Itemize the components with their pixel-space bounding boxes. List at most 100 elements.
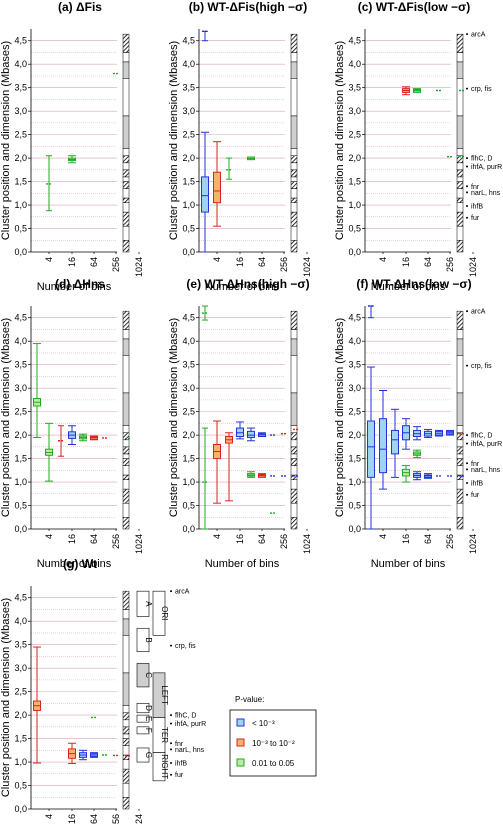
gene-marker [466, 165, 468, 168]
gene-label: narL, hns [471, 467, 501, 474]
strip-segment [122, 517, 130, 530]
y-tick-label: 0,5 [348, 501, 361, 511]
gene-label: fnr [471, 184, 480, 191]
box-mark [202, 427, 208, 530]
strip-segment [122, 609, 130, 620]
box-mark [213, 420, 221, 504]
panel-5: 0,0 0,5 1,0 1,5 2,0 2,5 3,0 3,5 4,0 4,5 4 16 64 256 10… [168, 277, 312, 570]
x-tick-label: 256 [111, 814, 121, 824]
y-tick-label: 2,0 [182, 153, 195, 163]
box-mark [202, 30, 208, 42]
box-mark [68, 425, 76, 445]
box-mark [424, 473, 432, 479]
gene-label: ihfB [175, 760, 187, 767]
strip-segment [122, 211, 130, 227]
box-mark [424, 428, 432, 438]
y-tick-label: 0,0 [182, 247, 195, 257]
box-mark [413, 449, 421, 459]
y-tick-label: 1,0 [14, 757, 27, 767]
x-tick-label: 64 [89, 814, 99, 824]
iqr-box [379, 418, 387, 474]
y-tick-label: 1,5 [182, 454, 195, 464]
gene-marker [466, 157, 468, 160]
gene-label: fnr [175, 741, 184, 748]
strip-segment [122, 479, 130, 490]
strip-segment [456, 425, 464, 434]
y-tick-label: 0,5 [182, 224, 195, 234]
y-tick-label: 2,0 [348, 430, 361, 440]
strip-segment [290, 392, 298, 426]
strip-segment [122, 176, 130, 182]
strip-segment [122, 705, 130, 714]
box-mark [236, 421, 244, 440]
x-tick-label: 1024 [302, 257, 312, 277]
x-tick-label: 1024 [302, 534, 312, 554]
strip-segment [456, 202, 464, 213]
strip-segment [122, 392, 130, 426]
box-mark [68, 155, 76, 164]
y-axis-label: Cluster position and dimension (Mbases) [0, 41, 12, 240]
x-tick-label: 64 [89, 257, 99, 267]
x-tick-label: 16 [235, 534, 245, 544]
region-box [136, 627, 150, 653]
y-tick-label: 1,5 [14, 454, 27, 464]
y-tick-label: 1,0 [14, 200, 27, 210]
y-tick-label: 0,5 [14, 224, 27, 234]
strip-segment [290, 355, 298, 394]
x-tick-label: 16 [67, 814, 77, 824]
strip-segment [290, 453, 298, 459]
genome-strip [122, 33, 130, 253]
panel-title: (c) WT-ΔFis(low −σ) [358, 0, 471, 14]
strip-segment [290, 446, 298, 455]
y-axis-label: Cluster position and dimension (Mbases) [168, 318, 180, 517]
y-tick-label: 2,5 [14, 130, 27, 140]
region-box [136, 714, 150, 723]
strip-segment [456, 517, 464, 530]
y-tick-label: 3,0 [182, 383, 195, 393]
region-label: D [144, 705, 153, 711]
y-tick-label: 0,5 [348, 224, 361, 234]
y-axis-label: Cluster position and dimension (Mbases) [0, 598, 12, 797]
x-tick-label: 64 [257, 534, 267, 544]
y-tick-label: 4,5 [182, 36, 195, 46]
region-label: C [144, 672, 153, 678]
strip-segment [456, 211, 464, 227]
x-tick-label: 64 [257, 257, 267, 267]
strip-segment [456, 176, 464, 182]
x-axis-label: Number of bins [371, 558, 446, 570]
box-mark [247, 427, 255, 442]
gene-label: narL, hns [175, 747, 205, 754]
iqr-box [201, 176, 209, 213]
region-box [136, 747, 150, 763]
panel-title: (e) WT-ΔHns(high −σ) [186, 277, 309, 291]
gene-marker [170, 742, 172, 745]
y-tick-label: 3,5 [348, 360, 361, 370]
box-mark [446, 429, 454, 436]
gene-label: crp, fis [471, 363, 492, 370]
x-tick-label: 256 [279, 534, 289, 549]
y-tick-label: 3,5 [182, 83, 195, 93]
strip-segment [290, 310, 298, 330]
y-tick-label: 4,0 [348, 336, 361, 346]
strip-segment [290, 202, 298, 213]
box-mark [402, 86, 410, 96]
y-tick-label: 1,0 [182, 477, 195, 487]
region-box [136, 663, 150, 688]
strip-segment [122, 488, 130, 504]
y-tick-label: 2,0 [14, 710, 27, 720]
box-mark [226, 157, 232, 180]
strip-segment [290, 517, 298, 530]
strip-segment [290, 488, 298, 504]
strip-segment [122, 618, 130, 636]
strip-segment [122, 310, 130, 330]
x-tick-label: 4 [44, 257, 54, 262]
y-tick-label: 4,5 [14, 36, 27, 46]
y-tick-label: 4,0 [182, 336, 195, 346]
gene-label: fur [175, 772, 184, 779]
gene-marker [466, 364, 468, 367]
strip-segment [122, 202, 130, 213]
x-tick-label: 256 [111, 257, 121, 272]
x-tick-label: 64 [89, 534, 99, 544]
gene-label: fur [471, 215, 480, 222]
strip-segment [290, 458, 298, 466]
